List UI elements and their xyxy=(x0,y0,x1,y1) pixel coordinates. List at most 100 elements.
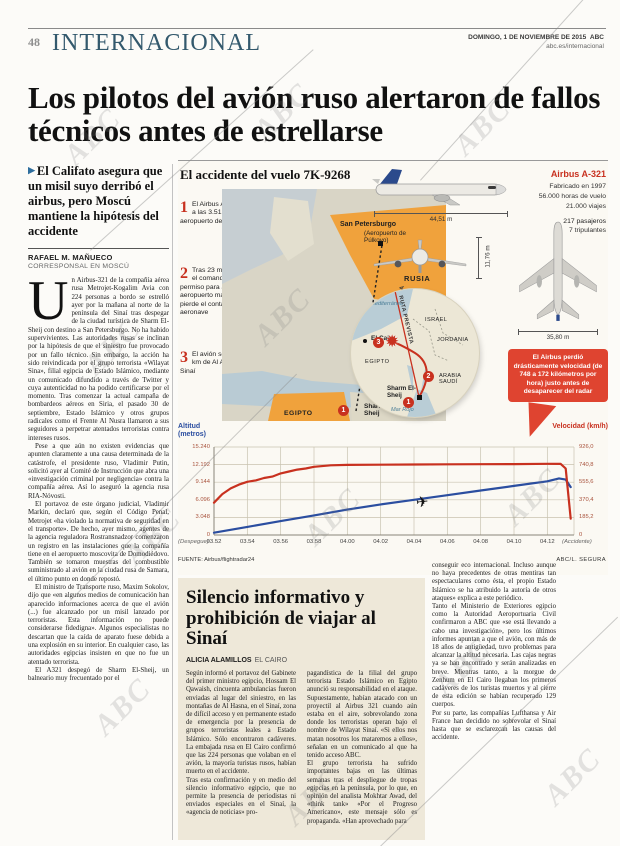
article-column-1: Según informó el portavoz del Gabinete d… xyxy=(186,670,296,817)
inset-marker-1: 1 xyxy=(403,397,414,408)
chart-tick: 03.58 xyxy=(306,539,322,545)
chart-tick: 03.56 xyxy=(273,539,289,545)
inset-label-sharm: Sharm El-Sheij xyxy=(387,385,416,400)
dateline: DOMINGO, 1 DE NOVIEMBRE DE 2015 ABC abc.… xyxy=(468,34,604,52)
chart-tick: 555,6 xyxy=(579,479,594,486)
aircraft-front-view xyxy=(373,239,467,273)
chart-tick: 9.144 xyxy=(195,479,210,486)
chart-tick: 04.08 xyxy=(473,539,489,545)
article-column-3: conseguir eco internacional. Incluso aun… xyxy=(432,562,556,742)
chart-source: FUENTE: Airbus/flightradar24 xyxy=(178,557,255,563)
crash-site-icon: ✹ xyxy=(385,332,400,351)
chart-tick: 6.096 xyxy=(195,496,210,503)
chart-tick: 03.54 xyxy=(239,539,255,545)
paragraph: El A321 despegó de Sharm El-Sheij, un ba… xyxy=(28,666,169,683)
second-article-panel: Silencio informativo y prohibición de vi… xyxy=(178,578,425,840)
aircraft-side-view xyxy=(372,169,507,206)
author-role: CORRESPONSAL EN MOSCÚ xyxy=(28,263,130,270)
spec-line: 21.000 viajes xyxy=(565,202,606,210)
main-headline: Los pilotos del avión ruso alertaron de … xyxy=(28,80,601,148)
chart-tick: 04.10 xyxy=(506,539,522,545)
chart-tick: 0 xyxy=(579,532,583,538)
article-column-2: pagandística de la filial del grupo terr… xyxy=(307,670,417,825)
paragraph: El portavoz de este órgano judicial, Vla… xyxy=(28,501,169,583)
page-number: 48 xyxy=(28,35,40,49)
chart-tick: 04.02 xyxy=(373,539,389,545)
chart-tick: 04.12 xyxy=(539,539,555,545)
chart-tick: 926,0 xyxy=(579,444,594,450)
inset-label-mediterraneo: Mar Mediterráneo xyxy=(359,301,404,307)
author-byline: ALICIA ALAMILLOS xyxy=(186,656,252,664)
inset-label-egipto: EGIPTO xyxy=(365,359,390,365)
flight-chart: Altitud (metros) Velocidad (km/h) 15.240… xyxy=(178,423,608,573)
second-article-headline: Silencio informativo y prohibición de vi… xyxy=(186,587,376,650)
summary-text: El Califato asegura que un misil suyo de… xyxy=(28,164,163,238)
chart-credit: ABC/L. SEGURA xyxy=(556,557,606,563)
chart-plot xyxy=(212,446,575,536)
inset-label-jordania: JORDANIA xyxy=(437,337,469,343)
wingspan-measure-label: 35,80 m xyxy=(546,334,570,341)
byline-location: EL CAIRO xyxy=(254,656,288,664)
drop-cap: U xyxy=(28,270,69,332)
bullet-arrow-icon: ▶ xyxy=(28,165,35,175)
section-title: INTERNACIONAL xyxy=(52,30,261,56)
chart-tick: 03.52 xyxy=(206,539,222,545)
step-number: 3 xyxy=(180,349,188,366)
speed-loss-callout: El Airbus perdió drásticamente velocidad… xyxy=(508,349,608,402)
chart-tick: 0 xyxy=(206,532,210,538)
chart-tick: 740,8 xyxy=(579,461,594,468)
callout-tail xyxy=(523,402,557,440)
aircraft-top-view xyxy=(519,221,597,321)
inset-label-arabia: ARABIA SAUDÍ xyxy=(439,373,462,386)
wingspan-measure-line xyxy=(518,329,598,335)
sinai-inset-map: Mar Mediterráneo El Cairo EGIPTO ISRAEL … xyxy=(351,289,479,417)
chart-tick: 15.240 xyxy=(192,444,210,450)
aircraft-model: Airbus A-321 xyxy=(550,169,606,179)
chart-tick: (Despegue) xyxy=(178,539,209,545)
length-measure-line xyxy=(374,211,508,217)
chart-tick: 3.048 xyxy=(195,514,210,521)
chart-tick: 370,4 xyxy=(579,496,594,503)
altitude-axis-title: Altitud (metros) xyxy=(178,423,207,439)
inset-label-cairo: El Cairo xyxy=(371,335,396,342)
map-marker-1: 1 xyxy=(338,405,349,416)
infographic-title: El accidente del vuelo 7K-9268 xyxy=(180,167,351,182)
lead-article-column: ▶ El Califato asegura que un misil suyo d… xyxy=(28,164,169,840)
byline-block: RAFAEL M. MAÑUECO CORRESPONSAL EN MOSCÚ xyxy=(28,248,169,270)
author-byline: RAFAEL M. MAÑUECO xyxy=(28,253,113,262)
step-number: 2 xyxy=(180,265,188,282)
column-divider xyxy=(172,164,173,840)
second-article-columns: Según informó el portavoz del Gabinete d… xyxy=(186,670,417,836)
infographic: El accidente del vuelo 7K-9268 1 El Airb… xyxy=(178,160,608,575)
second-article-byline: ALICIA ALAMILLOS EL CAIRO xyxy=(178,650,425,664)
top-rule xyxy=(28,28,606,29)
chart-tick: 04.06 xyxy=(439,539,455,545)
chart-tick: 04.00 xyxy=(339,539,355,545)
brand: ABC xyxy=(589,34,604,41)
step-number: 1 xyxy=(180,199,188,216)
spec-line: 56.000 horas de vuelo xyxy=(538,192,606,200)
map-label-egipto: EGIPTO xyxy=(284,410,313,417)
inset-label-mar-rojo: Mar Rojo xyxy=(391,407,414,413)
speed-axis-title: Velocidad (km/h) xyxy=(552,423,608,430)
section-url: abc.es/internacional xyxy=(546,42,604,50)
inset-marker-2: 2 xyxy=(423,371,434,382)
paragraph: El ministro de Transporte ruso, Maxim So… xyxy=(28,583,169,666)
paragraph: Pese a que aún no existen evidencias que… xyxy=(28,442,169,500)
inset-label-israel: ISRAEL xyxy=(425,317,448,323)
chart-tick: 12.192 xyxy=(192,461,210,468)
chart-tick: (Accidente) xyxy=(562,539,592,545)
inset-marker-3: 3 xyxy=(373,337,384,348)
spec-line: Fabricado en 1997 xyxy=(549,183,606,190)
map-label-rusia: RUSIA xyxy=(404,274,431,283)
article-summary: ▶ El Califato asegura que un misil suyo d… xyxy=(28,164,169,239)
capacity-line: 217 pasajeros xyxy=(563,217,606,225)
length-measure-label: 44,51 m xyxy=(429,216,453,223)
aircraft-specs: Airbus A-321 Fabricado en 1997 56.000 ho… xyxy=(508,169,606,236)
chart-tick: 04.04 xyxy=(406,539,422,545)
chart-plane-icon: ✈ xyxy=(415,493,430,512)
height-measure-label: 11,76 m xyxy=(484,245,492,268)
